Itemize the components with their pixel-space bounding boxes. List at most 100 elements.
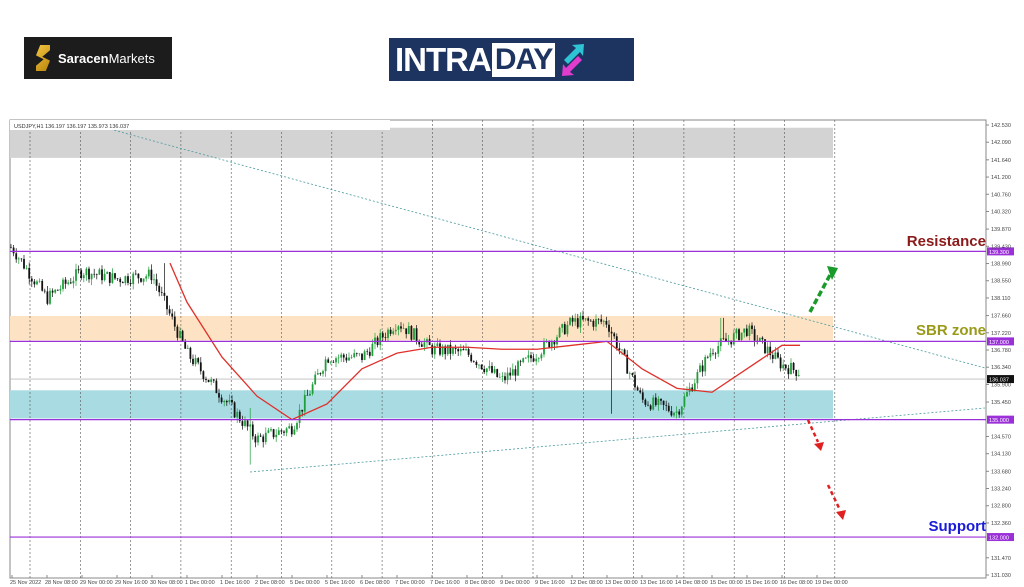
candle-body <box>660 398 662 401</box>
candle-body <box>327 359 330 363</box>
y-tick-label: 138.110 <box>991 296 1010 302</box>
candle-body <box>535 358 538 362</box>
candle-body <box>415 328 418 341</box>
candle-body <box>150 269 153 281</box>
candle-body <box>186 347 189 349</box>
candle-body <box>618 348 621 350</box>
candle-body <box>155 279 158 286</box>
y-tick-label: 135.900 <box>991 382 1011 388</box>
candle-body <box>782 364 785 369</box>
candle-body <box>649 405 652 410</box>
candle-body <box>418 340 421 345</box>
candle-body <box>374 337 376 344</box>
candle-body <box>303 394 306 412</box>
candle-body <box>761 337 764 340</box>
candle-body <box>241 421 244 426</box>
candle-body <box>626 354 629 374</box>
y-tick-label: 138.550 <box>991 279 1011 285</box>
candle-body <box>345 357 348 361</box>
candle-body <box>654 397 657 406</box>
candle-body <box>480 364 483 369</box>
candle-body <box>233 402 236 418</box>
x-tick-label: 13 Dec 00:00 <box>605 580 638 586</box>
intraday-text-a: INTRA <box>395 40 492 78</box>
candle-body <box>145 276 148 279</box>
bearish-arrow-2 <box>826 484 842 511</box>
candle-body <box>17 258 20 260</box>
candle-body <box>80 270 83 279</box>
candle-body <box>704 356 707 372</box>
candle-body <box>147 269 150 277</box>
candle-body <box>501 376 504 377</box>
candle-body <box>696 372 699 384</box>
candle-body <box>353 353 356 358</box>
y-tick-label: 133.680 <box>991 469 1011 475</box>
candle-body <box>493 369 496 373</box>
candle-body <box>322 371 324 374</box>
candle-body <box>478 364 480 366</box>
candle-body <box>30 278 33 282</box>
candle-body <box>444 346 447 355</box>
x-tick-label: 7 Dec 16:00 <box>430 580 460 586</box>
candle-body <box>576 318 579 328</box>
candle-body <box>764 339 766 354</box>
candle-body <box>350 357 353 358</box>
candle-body <box>522 358 525 363</box>
candle-body <box>119 278 122 283</box>
candle-body <box>574 318 577 322</box>
candle-body <box>82 275 85 279</box>
candle-body <box>623 349 626 355</box>
candle-body <box>657 398 660 406</box>
chart-frame <box>9 119 987 579</box>
candle-body <box>134 273 137 275</box>
candle-body <box>314 374 317 385</box>
candle-body <box>615 336 618 349</box>
candle-body <box>670 411 673 416</box>
candle-body <box>454 347 457 350</box>
candle-body <box>181 330 184 341</box>
last-price-label: 136.037 <box>989 378 1009 384</box>
y-tick-label: 139.430 <box>991 244 1011 250</box>
candle-body <box>413 328 415 340</box>
y-tick-label: 142.090 <box>991 140 1011 146</box>
candle-body <box>90 273 93 280</box>
y-tick-label: 138.990 <box>991 262 1011 268</box>
candle-body <box>725 338 727 342</box>
x-tick-label: 25 Nov 2022 <box>10 580 41 586</box>
level-label: Support <box>929 518 987 535</box>
candle-body <box>485 368 488 373</box>
candle-body <box>85 268 88 276</box>
y-tick-label: 140.760 <box>991 192 1011 198</box>
candle-body <box>210 379 213 383</box>
x-tick-label: 5 Dec 16:00 <box>325 580 355 586</box>
candle-body <box>524 357 527 359</box>
candle-body <box>605 320 608 325</box>
x-tick-label: 29 Nov 00:00 <box>80 580 113 586</box>
candle-body <box>569 317 571 325</box>
x-tick-label: 12 Dec 08:00 <box>570 580 603 586</box>
candle-body <box>171 313 174 317</box>
candle-body <box>566 324 569 335</box>
x-tick-label: 13 Dec 16:00 <box>640 580 673 586</box>
candle-body <box>202 371 205 379</box>
candle-body <box>699 365 701 373</box>
candle-body <box>368 351 371 356</box>
candle-body <box>223 401 226 403</box>
candle-body <box>264 432 267 443</box>
candle-body <box>176 326 179 338</box>
candle-body <box>553 341 556 345</box>
intraday-text-b: DAY <box>491 42 556 77</box>
candle-body <box>309 393 311 396</box>
level-label: Resistance <box>907 233 986 250</box>
candle-body <box>647 404 649 406</box>
candle-body <box>652 397 655 410</box>
candle-body <box>748 325 751 336</box>
candle-body <box>556 337 558 345</box>
x-tick-label: 14 Dec 08:00 <box>675 580 708 586</box>
candle-body <box>358 353 361 355</box>
candle-body <box>467 349 470 355</box>
candle-body <box>251 424 254 437</box>
candle-body <box>673 412 675 416</box>
candle-body <box>160 292 163 293</box>
